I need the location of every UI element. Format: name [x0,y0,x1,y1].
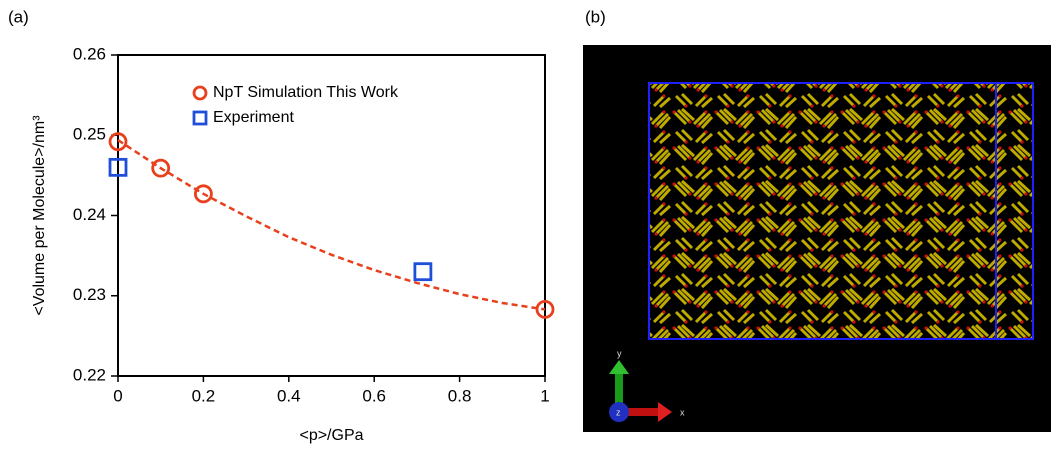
x-tick-label: 0.2 [192,386,216,405]
legend-label: Experiment [213,109,294,126]
plot-frame [118,55,545,376]
y-tick-label: 0.25 [73,125,106,144]
x-tick-label: 0.4 [277,386,301,405]
x-tick-label: 1 [540,386,549,405]
x-tick-label: 0.6 [362,386,386,405]
x-axis-label: <p>/GPa [299,427,363,444]
y-tick-label: 0.23 [73,285,106,304]
x-tick-label: 0.8 [448,386,472,405]
axis-label: y [617,348,622,358]
fit-line [118,140,545,309]
y-tick-label: 0.22 [73,365,106,384]
legend-marker [194,112,206,124]
figure: (a) (b) x y z 0.220.230.240.250.2600.20.… [0,0,1051,448]
y-tick-label: 0.24 [73,205,106,224]
axis-label: x [680,407,685,417]
y-tick-label: 0.26 [73,44,106,63]
legend-marker [194,87,206,99]
point [415,264,431,280]
chart: 0.22 0.23 0.24 0.25 0.26 0 0.2 0.4 0.6 0.8 1 <p>/GP… [31,44,553,444]
axis-label: z [616,407,621,417]
panel-label: (a) [8,7,29,26]
x-tick-label: 0 [113,386,122,405]
simulation-image: x y z [583,45,1051,432]
y-axis-label: <Volume per Molecule>/nm³ [31,115,48,316]
panel-label: (b) [585,7,606,26]
molecules [650,84,1032,338]
legend-label: NpT Simulation This Work [213,84,399,101]
